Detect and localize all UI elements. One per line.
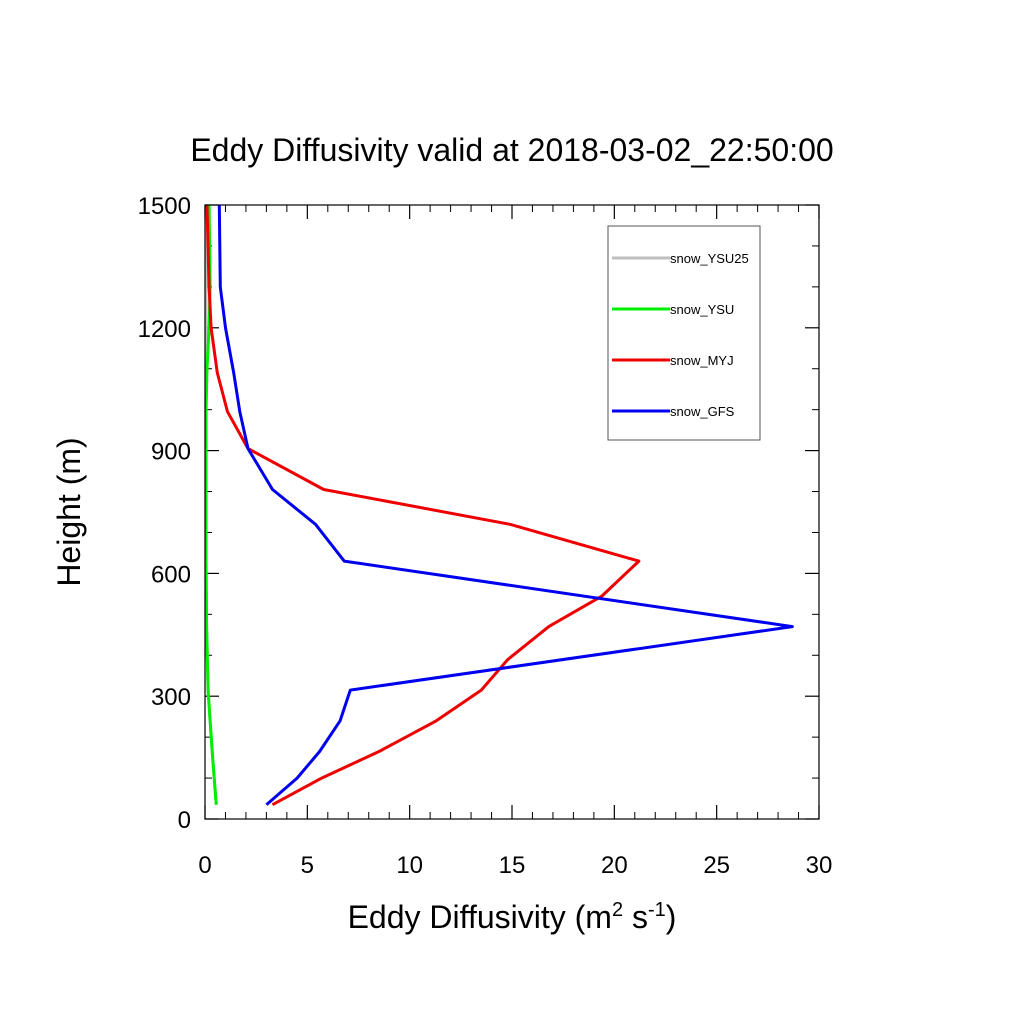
x-tick-label: 0 bbox=[198, 852, 211, 879]
y-tick-label: 900 bbox=[151, 439, 191, 466]
x-axis-label-end: ) bbox=[666, 899, 677, 935]
y-tick-label: 1200 bbox=[138, 316, 191, 343]
legend-label: snow_MYJ bbox=[670, 353, 734, 368]
plot-frame bbox=[204, 204, 820, 820]
y-tick-label: 600 bbox=[151, 561, 191, 588]
y-axis-label: Height (m) bbox=[51, 437, 87, 586]
legend-box bbox=[607, 225, 761, 441]
x-tick-label: 5 bbox=[301, 852, 314, 879]
legend-label: snow_YSU bbox=[670, 302, 734, 317]
series-line-snow-ysu bbox=[204, 204, 218, 805]
x-tick-label: 20 bbox=[601, 852, 628, 879]
x-tick-label: 15 bbox=[499, 852, 526, 879]
series-line-snow-gfs bbox=[217, 204, 794, 806]
legend-label: snow_YSU25 bbox=[670, 251, 749, 266]
x-tick-label: 30 bbox=[806, 852, 833, 879]
series-line-snow-myj bbox=[205, 204, 641, 807]
x-axis-label-sup2: -1 bbox=[648, 899, 666, 921]
x-axis-label: Eddy Diffusivity (m2 s-1) bbox=[348, 899, 677, 935]
legend: snow_YSU25 snow_YSU snow_MYJ snow_GFS bbox=[607, 225, 761, 441]
y-tick-label: 0 bbox=[178, 807, 191, 834]
y-tick-label: 1500 bbox=[138, 193, 191, 220]
y-tick-label: 300 bbox=[151, 684, 191, 711]
x-tick-label: 25 bbox=[703, 852, 730, 879]
chart-title: Eddy Diffusivity valid at 2018-03-02_22:… bbox=[190, 132, 833, 168]
x-axis-label-base: Eddy Diffusivity (m bbox=[348, 899, 612, 935]
x-tick-label: 10 bbox=[396, 852, 423, 879]
legend-label: snow_GFS bbox=[670, 404, 735, 419]
data-series bbox=[204, 204, 794, 807]
x-axis-label-mid: s bbox=[623, 899, 648, 935]
x-axis-label-sup1: 2 bbox=[612, 899, 623, 921]
